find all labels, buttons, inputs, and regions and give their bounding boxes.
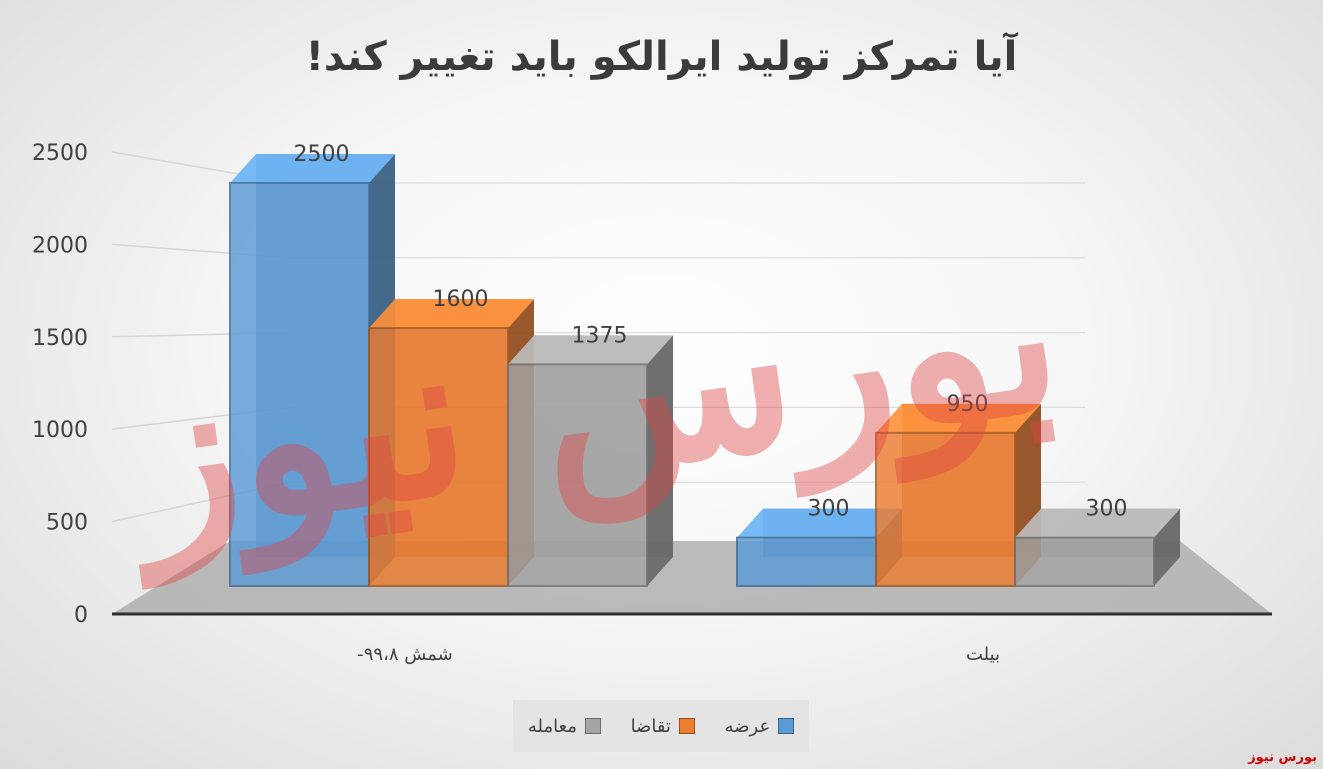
legend-swatch-trade <box>584 718 601 734</box>
bar-trade-side <box>1154 508 1180 586</box>
chart-legend: عرضه تقاضا معامله <box>513 700 809 752</box>
bar-trade-top <box>1015 508 1180 538</box>
data-label-demand: 1600 <box>433 287 489 312</box>
legend-label-trade: معامله <box>527 715 577 737</box>
bar-demand-top <box>369 299 534 329</box>
data-label-trade: 300 <box>1086 497 1128 522</box>
bar-trade <box>1014 536 1155 588</box>
bar-trade-side <box>647 335 673 586</box>
x-tick-label: شمش ۹۹،۸- <box>357 644 453 665</box>
bar-trade <box>507 363 648 587</box>
bar-trade-top <box>508 335 673 365</box>
y-tick-label: 500 <box>46 511 88 536</box>
bar-supply-top <box>230 154 395 183</box>
bar-supply-top <box>737 508 902 538</box>
corner-watermark: بورس نیوز <box>1248 750 1317 765</box>
legend-swatch-demand <box>678 718 695 734</box>
bar-supply <box>736 536 877 588</box>
y-tick-label: 0 <box>74 603 88 628</box>
legend-label-supply: عرضه <box>724 715 771 737</box>
chart-title: آیا تمرکز تولید ایرالکو باید تغییر کند! <box>305 34 1018 80</box>
legend-item-supply: عرضه <box>725 716 795 737</box>
legend-swatch-supply <box>778 718 795 734</box>
bar-supply <box>229 182 370 587</box>
legend-item-trade: معامله <box>528 716 601 737</box>
y-tick-label: 1000 <box>32 418 88 443</box>
data-label-demand: 950 <box>947 392 989 417</box>
y-tick-label: 2000 <box>32 233 88 258</box>
bar-demand-top <box>876 403 1041 433</box>
legend-label-demand: تقاضا <box>630 715 671 737</box>
y-tick-label: 1500 <box>32 326 88 351</box>
y-tick-label: 2500 <box>32 141 88 166</box>
data-label-supply: 2500 <box>294 142 350 167</box>
legend-item-demand: تقاضا <box>631 716 695 737</box>
bar-demand <box>875 431 1016 587</box>
data-label-supply: 300 <box>808 497 850 522</box>
data-label-trade: 1375 <box>572 323 628 348</box>
x-tick-label: بیلت <box>966 644 1000 665</box>
